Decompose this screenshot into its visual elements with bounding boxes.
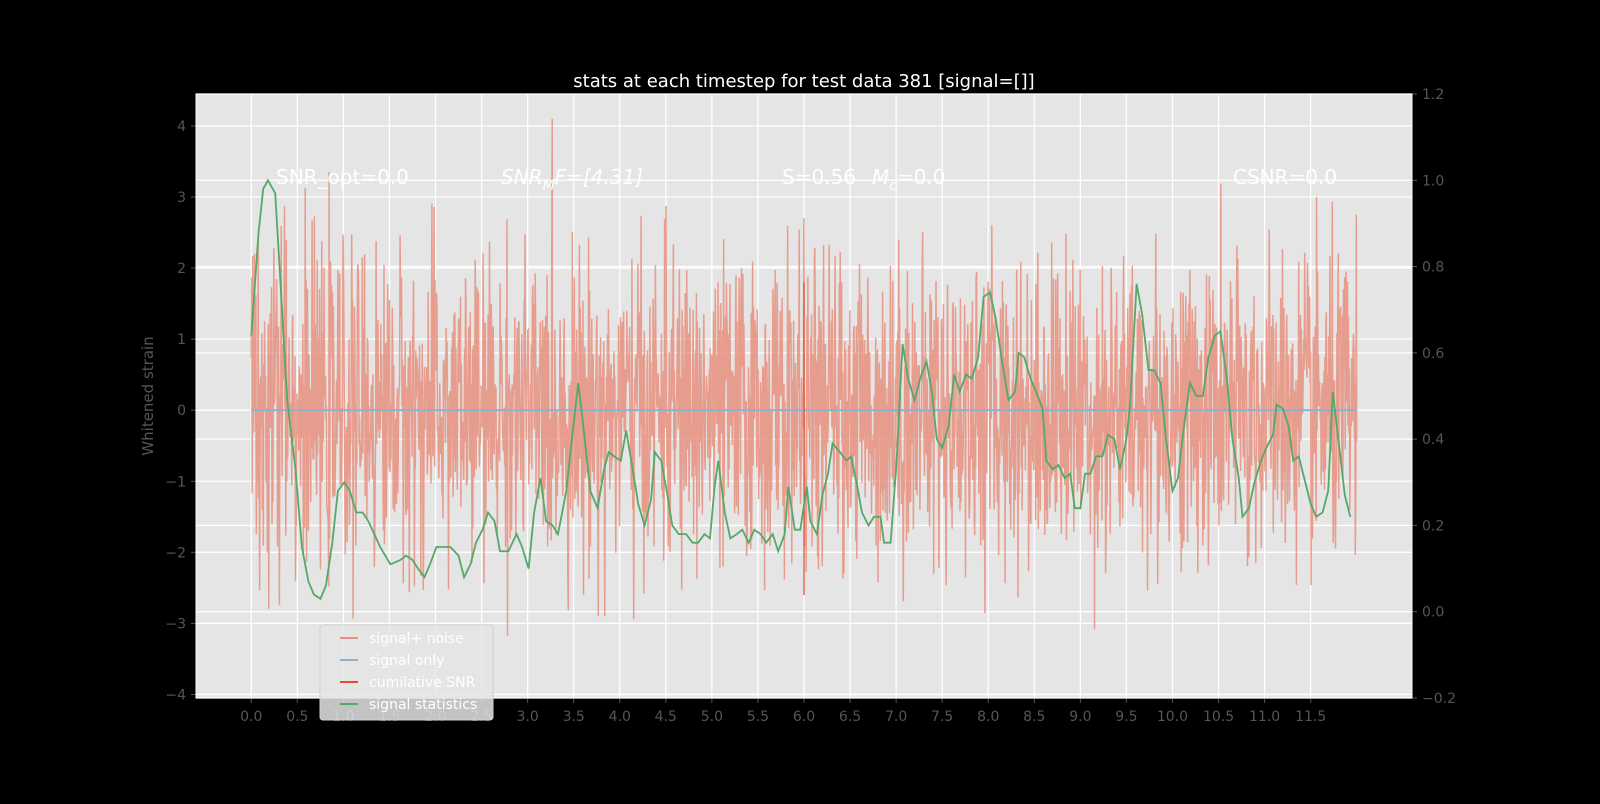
annotations: SNR_opt=0.0 SNRMF=[4.31] S=0.56 Mc=0.0 CS… — [276, 165, 1337, 194]
x-tick-label: 3.5 — [563, 709, 585, 725]
x-tick-label: 8.5 — [1023, 709, 1045, 725]
x-tick-label: 6.5 — [839, 709, 861, 725]
x-tick-label: 4.0 — [609, 709, 631, 725]
y-right-tick-label: 0.0 — [1422, 605, 1444, 621]
annotation-snr-opt: SNR_opt=0.0 — [276, 165, 409, 189]
x-tick-label: 8.0 — [977, 709, 999, 725]
y-tick-label: −3 — [165, 616, 186, 632]
x-tick-label: 10.0 — [1157, 709, 1188, 725]
legend-label: cumilative SNR — [369, 675, 476, 691]
legend-label: signal only — [369, 653, 444, 669]
x-tick-label: 7.0 — [885, 709, 907, 725]
y-right-tick-label: −0.2 — [1422, 691, 1456, 707]
annotation-csnr: CSNR=0.0 — [1233, 165, 1337, 189]
annotation-s-mc: S=0.56 Mc=0.0 — [782, 165, 946, 194]
series-lines — [250, 178, 1357, 601]
legend-label: signal+ noise — [369, 631, 464, 647]
signal-statistics-line — [250, 178, 1352, 601]
x-tick-label: 9.5 — [1115, 709, 1137, 725]
x-tick-label: 0.5 — [286, 709, 308, 725]
y-tick-label: 2 — [177, 261, 186, 277]
y-tick-label: −4 — [165, 687, 186, 703]
x-tick-label: 5.5 — [747, 709, 769, 725]
annotation-snr-mf: SNRMF=[4.31] — [501, 165, 643, 194]
x-tick-label: 11.5 — [1295, 709, 1326, 725]
x-tick-label: 10.5 — [1203, 709, 1234, 725]
legend: signal+ noise signal only cumilative SNR si… — [319, 624, 494, 721]
x-tick-label: 3.0 — [517, 709, 539, 725]
x-tick-label: 5.0 — [701, 709, 723, 725]
y-axis-label: Whitened strain — [139, 336, 157, 455]
y-right-tick-label: 1.2 — [1422, 87, 1444, 103]
plot-frame — [195, 93, 1413, 699]
y-tick-label: −2 — [165, 545, 186, 561]
y-right-tick-label: 0.4 — [1422, 432, 1444, 448]
x-tick-label: 9.0 — [1069, 709, 1091, 725]
x-tick-label: 4.5 — [655, 709, 677, 725]
y-right-tick-label: 1.0 — [1422, 173, 1444, 189]
y-tick-label: 0 — [177, 403, 186, 419]
y-tick-label: 3 — [177, 190, 186, 206]
legend-label: signal statistics — [369, 697, 477, 713]
y-tick-label: 4 — [177, 119, 186, 135]
chart-title: stats at each timestep for test data 381… — [573, 71, 1034, 92]
x-tick-label: 7.5 — [931, 709, 953, 725]
y-tick-label: 1 — [177, 332, 186, 348]
x-tick-label: 0.0 — [240, 709, 262, 725]
x-tick-label: 6.0 — [793, 709, 815, 725]
y-right-tick-label: 0.2 — [1422, 518, 1444, 534]
y-tick-label: −1 — [165, 474, 186, 490]
y-right-tick-label: 0.6 — [1422, 346, 1444, 362]
x-tick-label: 11.0 — [1249, 709, 1280, 725]
y-right-tick-label: 0.8 — [1422, 260, 1444, 276]
